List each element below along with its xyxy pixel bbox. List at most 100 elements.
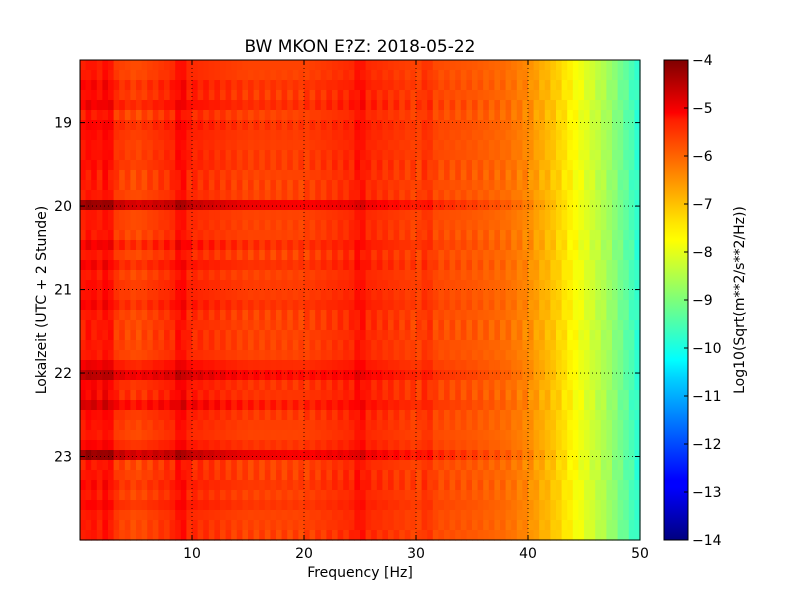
heatmap-cell (550, 210, 557, 221)
heatmap-cell (578, 60, 585, 71)
heatmap-cell (332, 300, 339, 311)
heatmap-cell (466, 220, 473, 231)
heatmap-cell (533, 170, 540, 181)
heatmap-cell (595, 500, 602, 511)
heatmap-cell (337, 480, 344, 491)
heatmap-cell (444, 180, 451, 191)
heatmap-cell (298, 290, 305, 301)
heatmap-cell (567, 480, 574, 491)
heatmap-cell (528, 210, 535, 221)
heatmap-cell (533, 250, 540, 261)
heatmap-cell (320, 490, 327, 501)
heatmap-cell (421, 240, 428, 251)
heatmap-cell (337, 220, 344, 231)
heatmap-cell (136, 500, 143, 511)
heatmap-cell (516, 380, 523, 391)
heatmap-cell (556, 480, 563, 491)
heatmap-cell (298, 60, 305, 71)
heatmap-cell (253, 260, 260, 271)
heatmap-cell (449, 210, 456, 221)
heatmap-cell (292, 500, 299, 511)
heatmap-cell (365, 210, 372, 221)
heatmap-cell (108, 350, 115, 361)
heatmap-cell (421, 380, 428, 391)
heatmap-cell (96, 450, 103, 461)
heatmap-cell (455, 460, 462, 471)
heatmap-cell (494, 290, 501, 301)
heatmap-cell (141, 120, 148, 131)
heatmap-cell (124, 520, 131, 531)
heatmap-cell (242, 510, 249, 521)
heatmap-cell (600, 120, 607, 131)
heatmap-cell (141, 170, 148, 181)
heatmap-cell (528, 380, 535, 391)
heatmap-cell (304, 240, 311, 251)
heatmap-cell (488, 180, 495, 191)
heatmap-cell (455, 470, 462, 481)
heatmap-cell (270, 490, 277, 501)
heatmap-cell (432, 290, 439, 301)
heatmap-cell (511, 130, 518, 141)
heatmap-cell (276, 150, 283, 161)
heatmap-cell (164, 370, 171, 381)
heatmap-cell (584, 190, 591, 201)
heatmap-cell (511, 210, 518, 221)
heatmap-cell (186, 280, 193, 291)
heatmap-cell (500, 130, 507, 141)
heatmap-cell (136, 100, 143, 111)
heatmap-cell (589, 280, 596, 291)
heatmap-cell (298, 220, 305, 231)
heatmap-cell (528, 320, 535, 331)
heatmap-cell (102, 140, 109, 151)
heatmap-cell (533, 450, 540, 461)
heatmap-cell (203, 130, 210, 141)
heatmap-cell (147, 510, 154, 521)
heatmap-cell (91, 330, 98, 341)
heatmap-cell (393, 190, 400, 201)
heatmap-cell (606, 470, 613, 481)
heatmap-cell (382, 320, 389, 331)
heatmap-cell (85, 110, 92, 121)
heatmap-cell (612, 200, 619, 211)
heatmap-cell (332, 410, 339, 421)
heatmap-cell (483, 430, 490, 441)
heatmap-cell (248, 500, 255, 511)
heatmap-cell (438, 80, 445, 91)
heatmap-cell (533, 460, 540, 471)
heatmap-cell (236, 300, 243, 311)
heatmap-cell (606, 490, 613, 501)
heatmap-cell (236, 340, 243, 351)
heatmap-cell (96, 510, 103, 521)
heatmap-cell (589, 110, 596, 121)
heatmap-cell (494, 380, 501, 391)
heatmap-cell (449, 350, 456, 361)
heatmap-cell (242, 230, 249, 241)
heatmap-cell (567, 120, 574, 131)
heatmap-cell (292, 480, 299, 491)
heatmap-cell (488, 120, 495, 131)
heatmap-cell (175, 160, 182, 171)
heatmap-cell (393, 500, 400, 511)
heatmap-cell (606, 180, 613, 191)
heatmap-cell (600, 90, 607, 101)
heatmap-cell (393, 280, 400, 291)
heatmap-cell (421, 250, 428, 261)
heatmap-cell (516, 120, 523, 131)
heatmap-cell (472, 360, 479, 371)
heatmap-cell (404, 500, 411, 511)
heatmap-cell (220, 290, 227, 301)
heatmap-cell (606, 340, 613, 351)
heatmap-cell (572, 480, 579, 491)
heatmap-cell (528, 190, 535, 201)
heatmap-cell (617, 330, 624, 341)
heatmap-cell (208, 350, 215, 361)
heatmap-cell (231, 120, 238, 131)
heatmap-cell (360, 420, 367, 431)
heatmap-cell (253, 200, 260, 211)
heatmap-cell (589, 290, 596, 301)
heatmap-cell (421, 260, 428, 271)
heatmap-cell (214, 260, 221, 271)
heatmap-cell (158, 350, 165, 361)
heatmap-cell (438, 510, 445, 521)
heatmap-cell (600, 420, 607, 431)
